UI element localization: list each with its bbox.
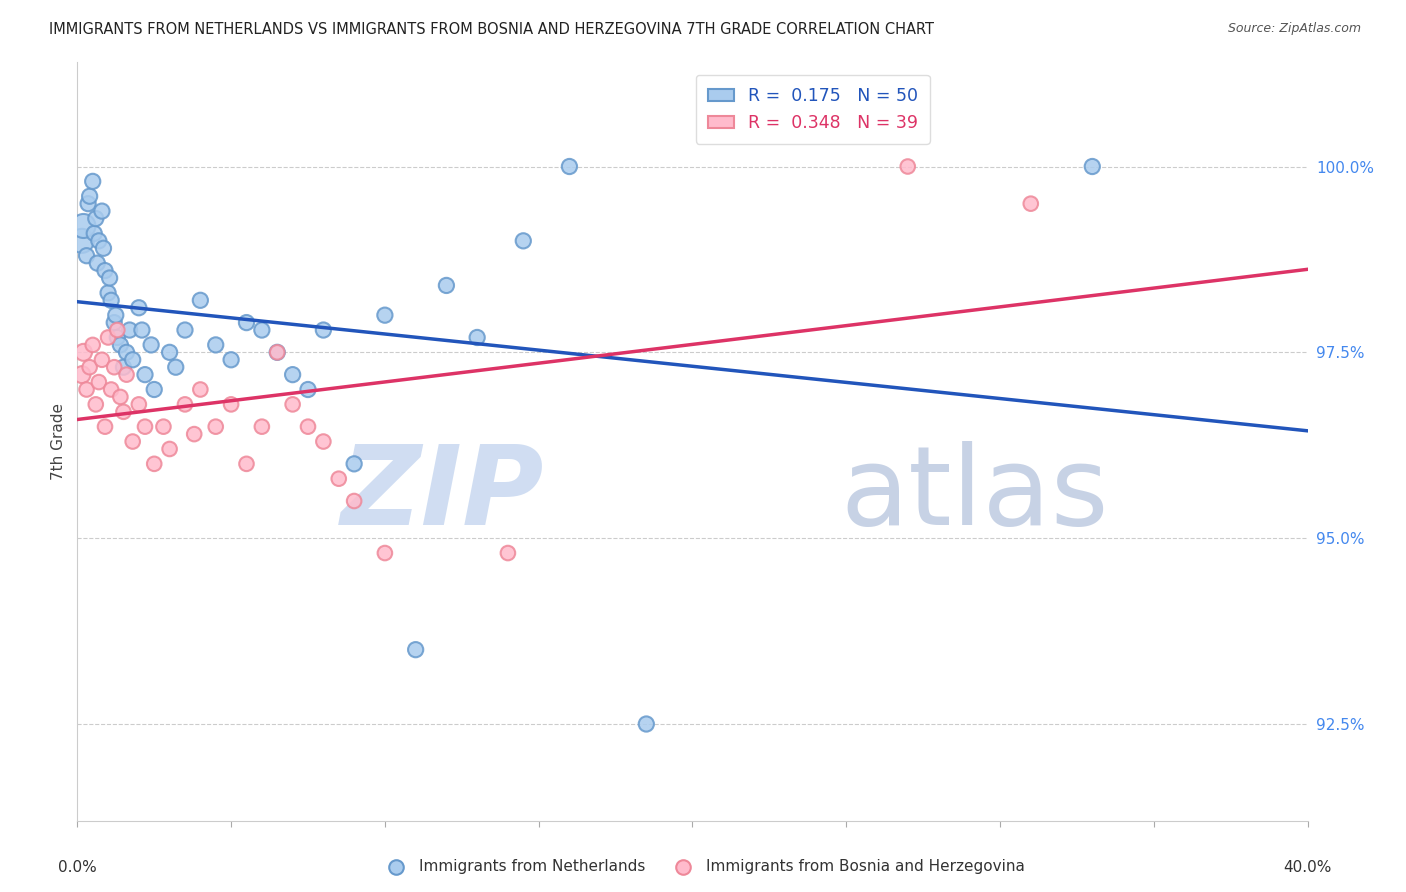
Point bbox=[204, 419, 226, 434]
Legend: R =  0.175   N = 50, R =  0.348   N = 39: R = 0.175 N = 50, R = 0.348 N = 39 bbox=[696, 75, 929, 144]
Text: atlas: atlas bbox=[841, 442, 1108, 548]
Point bbox=[70, 368, 93, 382]
Point bbox=[82, 338, 104, 352]
Point bbox=[121, 434, 143, 449]
Point bbox=[281, 368, 304, 382]
Text: 0.0%: 0.0% bbox=[58, 860, 97, 874]
Point bbox=[143, 383, 166, 397]
Point bbox=[77, 196, 100, 211]
Point bbox=[131, 323, 153, 337]
Point bbox=[110, 390, 132, 404]
Point bbox=[558, 160, 581, 174]
Point bbox=[72, 219, 94, 233]
Point bbox=[72, 345, 94, 359]
Point bbox=[235, 457, 257, 471]
Point bbox=[98, 271, 121, 285]
Point bbox=[104, 308, 127, 322]
Point bbox=[100, 293, 122, 308]
Point bbox=[100, 383, 122, 397]
Point bbox=[93, 241, 115, 255]
Point bbox=[152, 419, 174, 434]
Point bbox=[328, 472, 350, 486]
Point bbox=[204, 338, 226, 352]
Point bbox=[83, 227, 105, 241]
Point bbox=[84, 211, 107, 226]
Point bbox=[76, 249, 98, 263]
Point bbox=[86, 256, 108, 270]
Point bbox=[174, 323, 197, 337]
Point bbox=[1081, 160, 1104, 174]
Point bbox=[128, 397, 150, 411]
Point bbox=[281, 397, 304, 411]
Text: ZIP: ZIP bbox=[342, 442, 546, 548]
Point bbox=[141, 338, 163, 352]
Point bbox=[219, 397, 242, 411]
Point bbox=[165, 360, 187, 375]
Point bbox=[897, 160, 920, 174]
Point bbox=[97, 285, 120, 300]
Text: Source: ZipAtlas.com: Source: ZipAtlas.com bbox=[1227, 22, 1361, 36]
Point bbox=[115, 345, 138, 359]
Point bbox=[312, 434, 335, 449]
Point bbox=[103, 360, 125, 375]
Point bbox=[174, 397, 197, 411]
Point bbox=[297, 383, 319, 397]
Point bbox=[250, 323, 273, 337]
Point bbox=[266, 345, 288, 359]
Point bbox=[70, 234, 93, 248]
Y-axis label: 7th Grade: 7th Grade bbox=[51, 403, 66, 480]
Point bbox=[87, 375, 110, 389]
Point bbox=[436, 278, 458, 293]
Point bbox=[374, 546, 396, 560]
Point bbox=[84, 397, 107, 411]
Point bbox=[79, 189, 101, 203]
Point bbox=[465, 330, 488, 344]
Point bbox=[121, 352, 143, 367]
Point bbox=[87, 234, 110, 248]
Point bbox=[90, 204, 114, 219]
Point bbox=[115, 368, 138, 382]
Point bbox=[235, 316, 257, 330]
Point bbox=[134, 419, 156, 434]
Point bbox=[90, 352, 114, 367]
Point bbox=[496, 546, 519, 560]
Point bbox=[297, 419, 319, 434]
Point bbox=[134, 368, 156, 382]
Point bbox=[76, 383, 98, 397]
Text: IMMIGRANTS FROM NETHERLANDS VS IMMIGRANTS FROM BOSNIA AND HERZEGOVINA 7TH GRADE : IMMIGRANTS FROM NETHERLANDS VS IMMIGRANT… bbox=[49, 22, 934, 37]
Point bbox=[250, 419, 273, 434]
Point bbox=[112, 360, 135, 375]
Point bbox=[82, 174, 104, 188]
Point bbox=[188, 293, 212, 308]
Point bbox=[118, 323, 141, 337]
Point bbox=[105, 323, 128, 337]
Point bbox=[405, 642, 427, 657]
Point bbox=[159, 345, 181, 359]
Point bbox=[110, 338, 132, 352]
Point bbox=[183, 427, 205, 442]
Point bbox=[79, 360, 101, 375]
Point bbox=[159, 442, 181, 456]
Point bbox=[636, 717, 658, 731]
Point bbox=[97, 330, 120, 344]
Text: 40.0%: 40.0% bbox=[1284, 860, 1331, 874]
Point bbox=[143, 457, 166, 471]
Point bbox=[105, 330, 128, 344]
Point bbox=[128, 301, 150, 315]
Point bbox=[343, 494, 366, 508]
Point bbox=[343, 457, 366, 471]
Point bbox=[112, 405, 135, 419]
Point bbox=[1019, 196, 1042, 211]
Point bbox=[374, 308, 396, 322]
Point bbox=[94, 419, 117, 434]
Point bbox=[103, 316, 125, 330]
Legend: Immigrants from Netherlands, Immigrants from Bosnia and Herzegovina: Immigrants from Netherlands, Immigrants … bbox=[374, 853, 1032, 880]
Point bbox=[266, 345, 288, 359]
Point bbox=[188, 383, 212, 397]
Point bbox=[512, 234, 534, 248]
Point bbox=[94, 263, 117, 277]
Point bbox=[219, 352, 242, 367]
Point bbox=[312, 323, 335, 337]
